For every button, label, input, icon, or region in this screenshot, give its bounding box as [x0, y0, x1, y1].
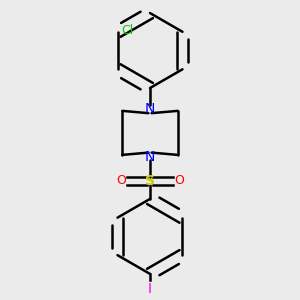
Text: O: O [116, 175, 126, 188]
Text: I: I [148, 282, 152, 296]
Text: N: N [145, 102, 155, 116]
Text: N: N [145, 149, 155, 164]
Text: Cl: Cl [121, 24, 133, 37]
Text: O: O [174, 175, 184, 188]
Text: S: S [145, 174, 155, 188]
